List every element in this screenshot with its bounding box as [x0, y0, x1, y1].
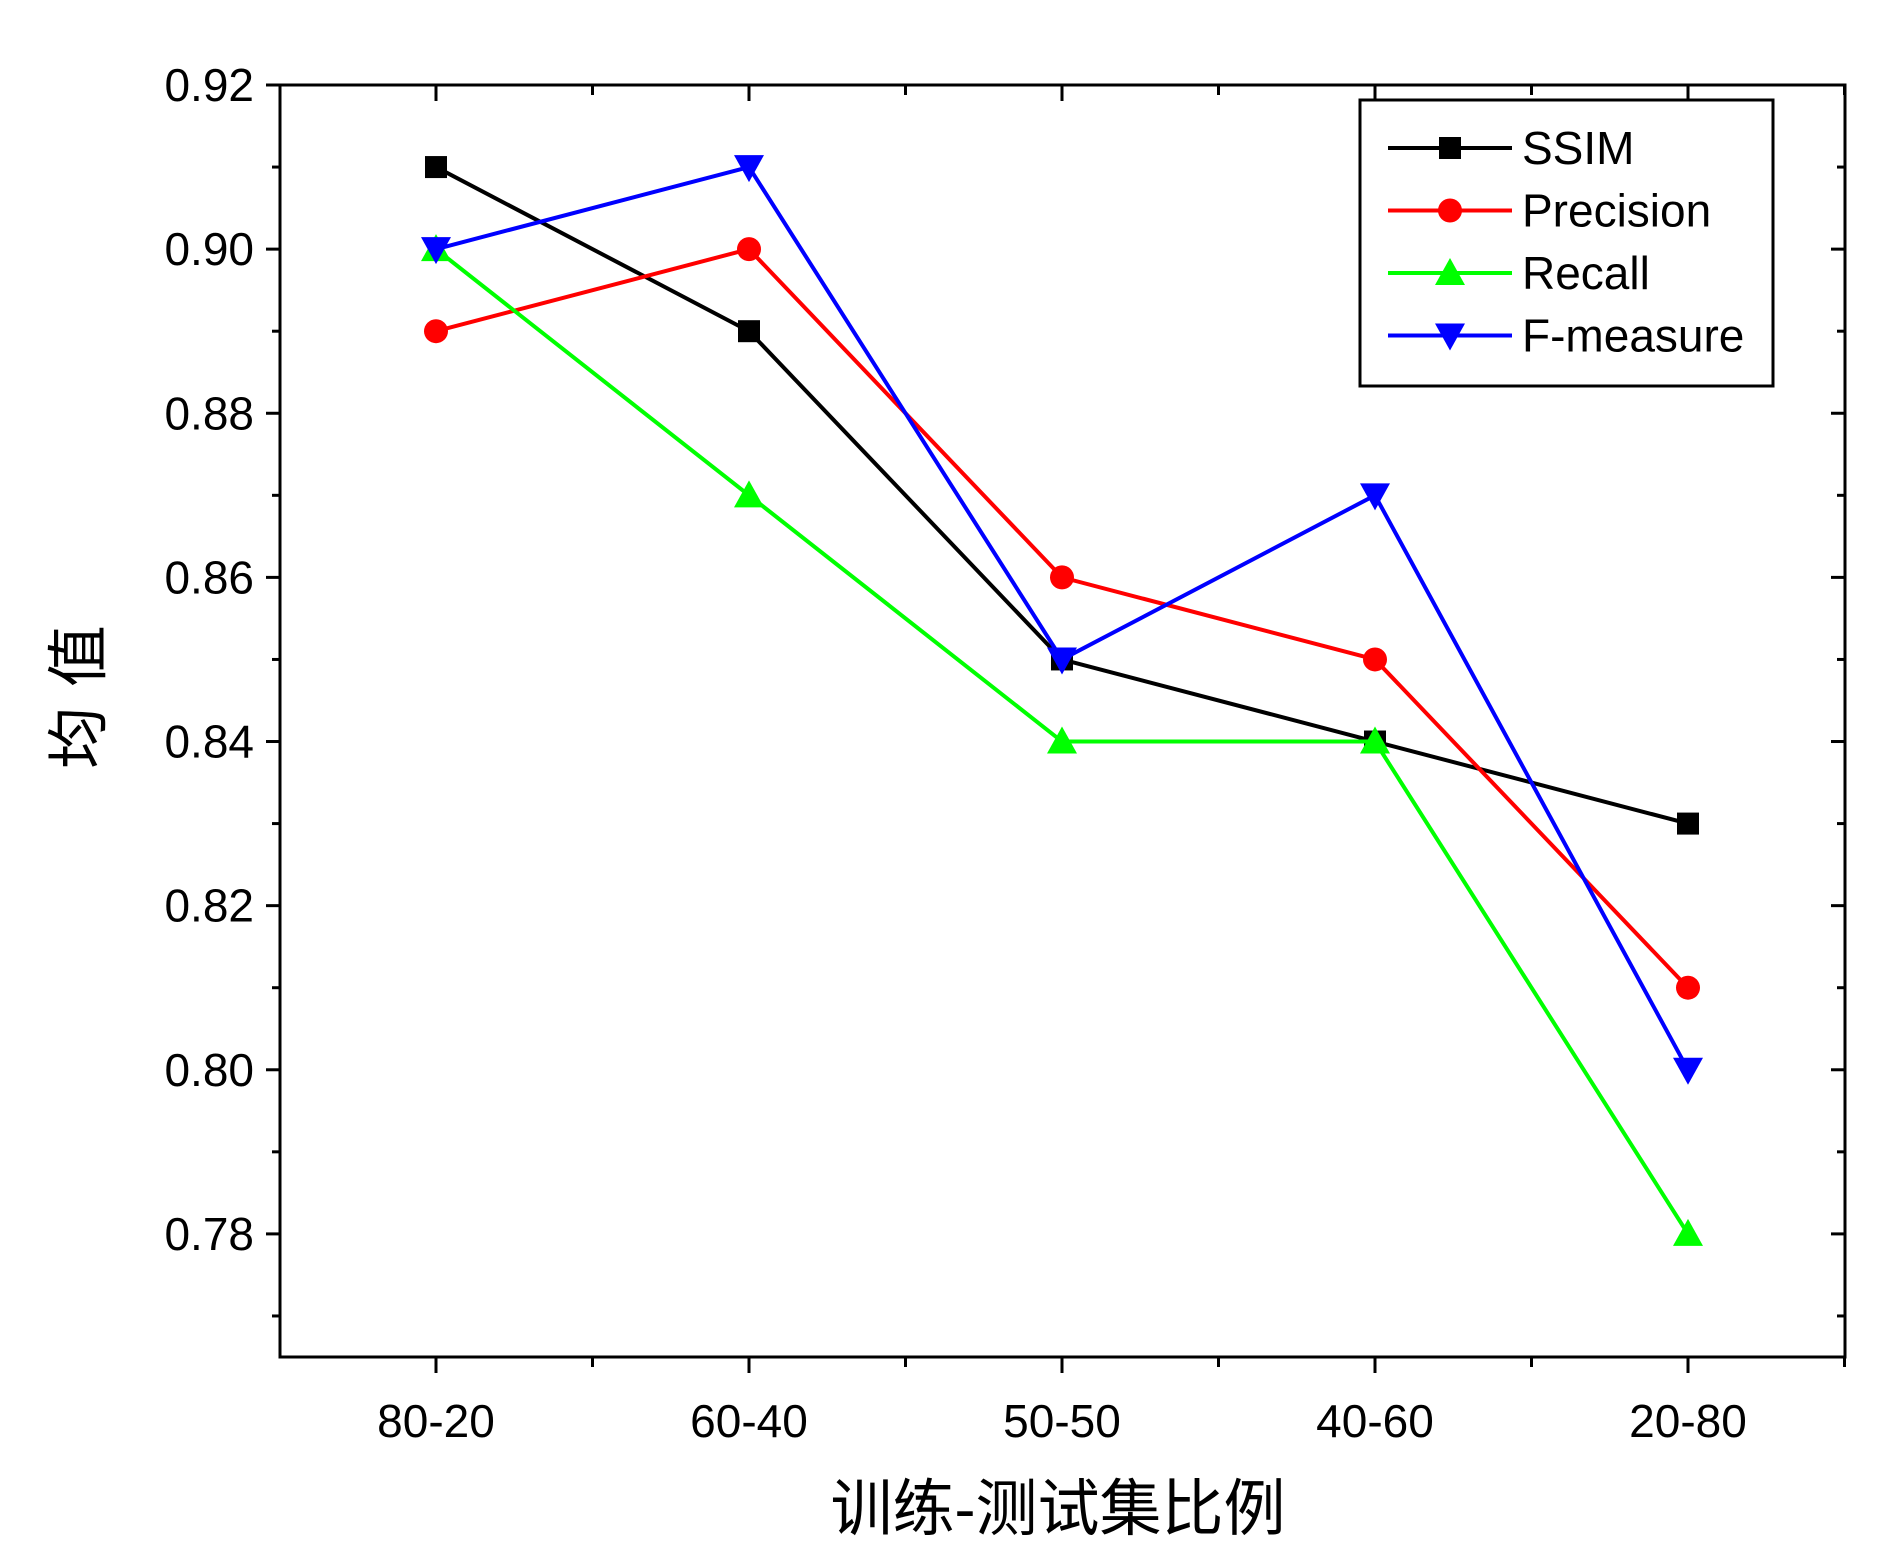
f-measure-point [421, 237, 451, 265]
y-tick-label: 0.78 [164, 1208, 254, 1260]
precision-point [1050, 565, 1074, 590]
legend-item-f-measure: F-measure [1388, 310, 1744, 362]
f-measure-point [1360, 483, 1390, 511]
ssim-point [1677, 812, 1699, 835]
legend-label: Precision [1522, 185, 1711, 237]
precision-point [424, 319, 448, 344]
y-axis-title: 均 值 [42, 625, 115, 769]
y-tick-label: 0.88 [164, 387, 254, 439]
series-f-measure [421, 155, 1703, 1085]
f-measure-point [1673, 1057, 1703, 1085]
f-measure-point [1047, 647, 1077, 675]
legend-item-ssim: SSIM [1388, 122, 1634, 174]
legend-marker [1438, 198, 1462, 223]
y-tick-label: 0.92 [164, 59, 254, 111]
y-tick-label: 0.84 [164, 716, 254, 768]
y-tick-label: 0.90 [164, 223, 254, 275]
legend-marker [1439, 137, 1461, 159]
x-tick-label: 80-20 [377, 1395, 495, 1447]
legend-item-recall: Recall [1388, 247, 1650, 299]
series-precision [424, 237, 1700, 1000]
y-tick-label: 0.86 [164, 551, 254, 603]
recall-point [1047, 726, 1077, 754]
recall-point [1360, 726, 1390, 754]
y-tick-label: 0.82 [164, 880, 254, 932]
x-axis-title: 训练-测试集比例 [831, 1472, 1286, 1545]
legend-label: SSIM [1522, 122, 1634, 174]
legend-marker [1435, 258, 1465, 285]
legend-item-precision: Precision [1388, 185, 1711, 237]
legend-label: Recall [1522, 247, 1650, 299]
x-tick-label: 40-60 [1316, 1395, 1434, 1447]
x-axis-ticks: 80-20 60-40 50-50 40-60 20-80 [377, 85, 1846, 1447]
recall-point [1673, 1218, 1703, 1246]
legend: SSIM Precision Recall F-measure [1358, 98, 1775, 388]
precision-point [737, 237, 761, 262]
precision-point [1363, 647, 1387, 672]
recall-point [734, 480, 764, 508]
y-axis-ticks: 0.78 0.80 0.82 0.84 0.86 0.88 0.90 0.92 [164, 59, 1845, 1318]
x-tick-label: 20-80 [1629, 1395, 1747, 1447]
f-measure-point [734, 155, 764, 183]
series-layer [421, 155, 1703, 1246]
precision-point [1676, 975, 1700, 1000]
ssim-point [425, 156, 447, 179]
x-tick-label: 50-50 [1003, 1395, 1121, 1447]
legend-marker [1435, 323, 1465, 351]
legend-label: F-measure [1522, 310, 1744, 362]
x-tick-label: 60-40 [690, 1395, 808, 1447]
ssim-point [738, 320, 760, 343]
y-tick-label: 0.80 [164, 1044, 254, 1096]
